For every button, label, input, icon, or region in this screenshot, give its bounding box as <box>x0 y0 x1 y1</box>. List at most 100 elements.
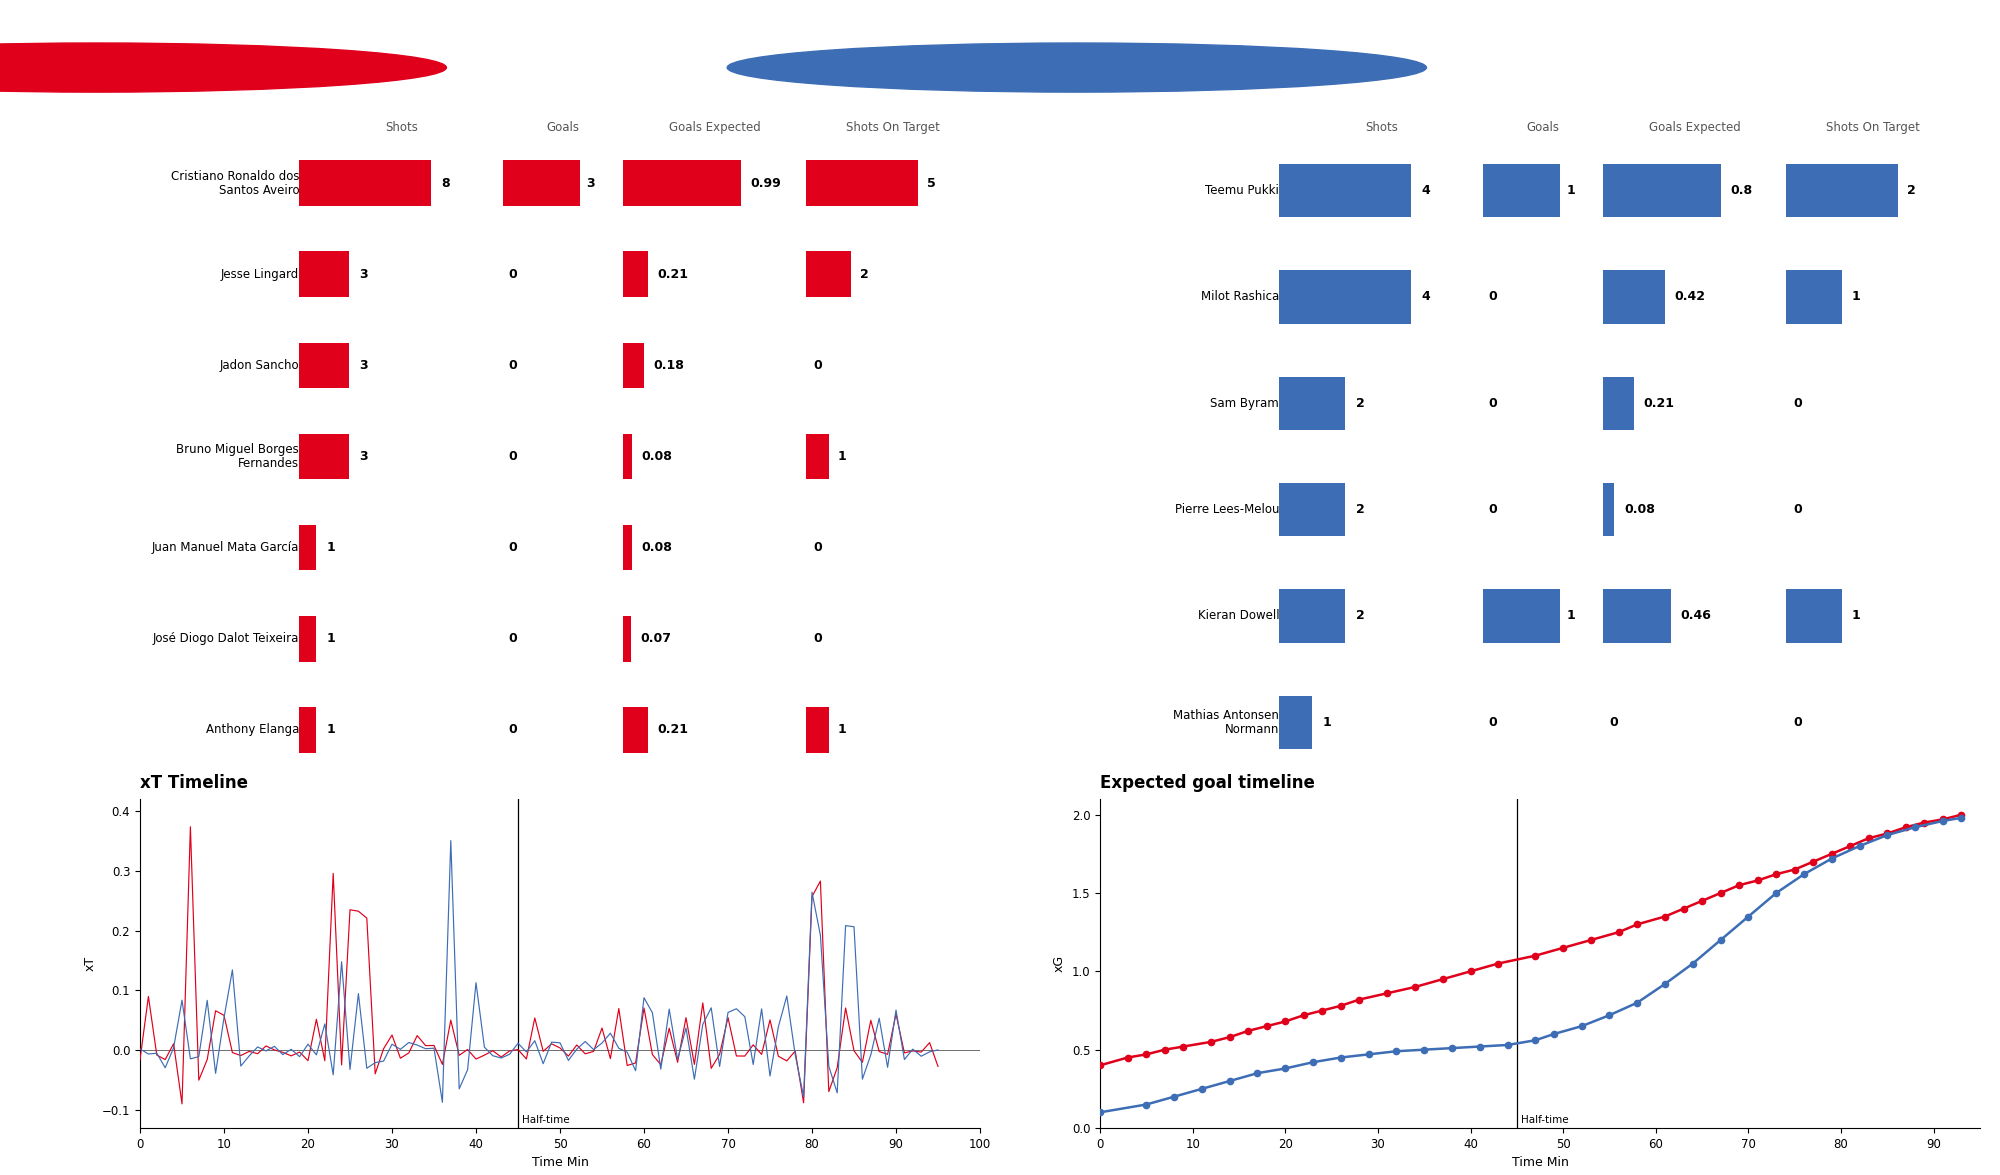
Text: Manchester United shots: Manchester United shots <box>142 58 408 78</box>
Text: 1: 1 <box>1566 184 1576 197</box>
Bar <box>1602 377 1634 430</box>
Bar <box>622 616 630 662</box>
Text: 0: 0 <box>814 632 822 645</box>
Text: Mathias Antonsen
Normann: Mathias Antonsen Normann <box>1174 709 1280 736</box>
Text: Goals Expected: Goals Expected <box>668 121 760 134</box>
Bar <box>622 707 648 753</box>
Text: Goals: Goals <box>1526 121 1560 134</box>
Text: 0.08: 0.08 <box>642 450 672 463</box>
Text: Jadon Sancho: Jadon Sancho <box>220 358 300 371</box>
Text: 0: 0 <box>508 358 516 371</box>
Text: 0: 0 <box>1488 290 1496 303</box>
Text: Goals Expected: Goals Expected <box>1648 121 1740 134</box>
Text: 0: 0 <box>814 358 822 371</box>
Text: Sam Byram: Sam Byram <box>1210 397 1280 410</box>
Text: 0: 0 <box>1488 503 1496 516</box>
Bar <box>1280 483 1346 536</box>
Text: Goals: Goals <box>546 121 580 134</box>
X-axis label: Time Min: Time Min <box>532 1156 588 1169</box>
Text: 1: 1 <box>1322 716 1332 728</box>
Circle shape <box>0 43 446 92</box>
Text: 3: 3 <box>360 450 368 463</box>
Text: 5: 5 <box>928 176 936 189</box>
Text: 0: 0 <box>814 542 822 555</box>
Text: 1: 1 <box>1566 610 1576 623</box>
Circle shape <box>728 43 1426 92</box>
Bar <box>622 251 648 297</box>
Bar <box>806 251 852 297</box>
Text: xT Timeline: xT Timeline <box>140 774 248 792</box>
Text: Shots: Shots <box>384 121 418 134</box>
Bar <box>806 707 828 753</box>
Bar <box>300 160 430 206</box>
Bar <box>1786 270 1842 323</box>
Bar <box>622 434 632 479</box>
Bar <box>300 616 316 662</box>
X-axis label: Time Min: Time Min <box>1512 1156 1568 1169</box>
Bar <box>504 160 580 206</box>
Text: 0: 0 <box>1610 716 1618 728</box>
Bar <box>806 434 828 479</box>
Text: 0: 0 <box>1488 716 1496 728</box>
Text: Anthony Elanga: Anthony Elanga <box>206 724 300 737</box>
Text: 0: 0 <box>1794 397 1802 410</box>
Text: 1: 1 <box>326 632 334 645</box>
Text: Half-time: Half-time <box>1522 1115 1570 1124</box>
Text: Bruno Miguel Borges
Fernandes: Bruno Miguel Borges Fernandes <box>176 443 300 470</box>
Text: 2: 2 <box>860 268 868 281</box>
Text: 2: 2 <box>1356 610 1364 623</box>
Text: Pierre Lees-Melou: Pierre Lees-Melou <box>1174 503 1280 516</box>
Bar <box>622 343 644 388</box>
Text: 2: 2 <box>1356 503 1364 516</box>
Bar <box>1280 590 1346 643</box>
Text: 0: 0 <box>508 632 516 645</box>
Bar <box>1484 590 1560 643</box>
Text: Cristiano Ronaldo dos
Santos Aveiro: Cristiano Ronaldo dos Santos Aveiro <box>170 169 300 196</box>
Bar <box>622 160 742 206</box>
Text: 0.42: 0.42 <box>1674 290 1706 303</box>
Bar <box>1280 377 1346 430</box>
Bar <box>300 251 348 297</box>
Text: 2: 2 <box>1356 397 1364 410</box>
Text: 0.08: 0.08 <box>642 542 672 555</box>
Bar <box>1602 483 1614 536</box>
Bar <box>1280 270 1410 323</box>
Text: Half-time: Half-time <box>522 1115 570 1124</box>
Text: 0: 0 <box>508 450 516 463</box>
Text: 8: 8 <box>442 176 450 189</box>
Text: Teemu Pukki: Teemu Pukki <box>1206 184 1280 197</box>
Text: 3: 3 <box>586 176 596 189</box>
Text: Jesse Lingard: Jesse Lingard <box>220 268 300 281</box>
Text: Shots: Shots <box>1364 121 1398 134</box>
Text: 0.08: 0.08 <box>1624 503 1654 516</box>
Text: 1: 1 <box>326 542 334 555</box>
Y-axis label: xT: xT <box>84 956 96 971</box>
Bar <box>1602 165 1722 217</box>
Text: 3: 3 <box>360 268 368 281</box>
Bar <box>622 525 632 570</box>
Text: Juan Manuel Mata García: Juan Manuel Mata García <box>152 542 300 555</box>
Text: 0.18: 0.18 <box>654 358 684 371</box>
Text: Norwich City shots: Norwich City shots <box>1122 58 1320 78</box>
Text: 0.07: 0.07 <box>640 632 672 645</box>
Text: José Diogo Dalot Teixeira: José Diogo Dalot Teixeira <box>152 632 300 645</box>
Text: Shots On Target: Shots On Target <box>1826 121 1920 134</box>
Text: 1: 1 <box>1852 610 1860 623</box>
Text: 0.99: 0.99 <box>750 176 782 189</box>
Text: 0.21: 0.21 <box>658 724 688 737</box>
Text: Expected goal timeline: Expected goal timeline <box>1100 774 1314 792</box>
Text: 0: 0 <box>1794 716 1802 728</box>
Bar <box>300 525 316 570</box>
Text: 0.8: 0.8 <box>1730 184 1752 197</box>
Bar <box>1280 165 1410 217</box>
Text: 0.21: 0.21 <box>1644 397 1674 410</box>
Bar <box>300 343 348 388</box>
Bar <box>1280 696 1312 748</box>
Text: 0.46: 0.46 <box>1680 610 1712 623</box>
Text: 0.21: 0.21 <box>658 268 688 281</box>
Text: 1: 1 <box>838 724 846 737</box>
Text: 1: 1 <box>838 450 846 463</box>
Bar <box>1484 165 1560 217</box>
Bar <box>300 434 348 479</box>
Text: 3: 3 <box>360 358 368 371</box>
